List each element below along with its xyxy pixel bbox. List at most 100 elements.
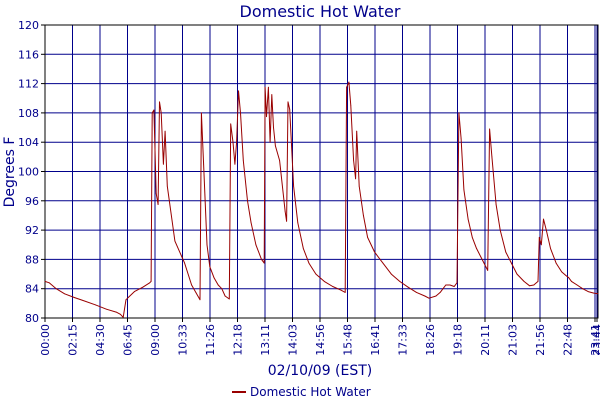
data-point xyxy=(491,156,493,158)
y-tick-label: 108 xyxy=(18,107,39,120)
data-point xyxy=(230,123,232,125)
data-point xyxy=(416,292,417,293)
x-tick-label: 04:30 xyxy=(94,324,107,356)
data-point xyxy=(587,291,589,292)
data-point xyxy=(540,244,542,246)
series-line xyxy=(44,81,599,318)
data-point xyxy=(134,291,135,292)
data-point xyxy=(561,271,563,273)
x-tick-label: 22:48 xyxy=(562,324,575,356)
data-point xyxy=(279,160,280,161)
data-point xyxy=(286,220,287,222)
data-point xyxy=(184,262,186,264)
data-point xyxy=(240,112,241,114)
x-axis: 00:00 02:15 04:30 06:45 09:00 10:33 11:26 12:18… xyxy=(39,318,600,356)
data-point xyxy=(206,244,208,246)
x-tick-label: 06:45 xyxy=(122,324,135,356)
data-point xyxy=(151,112,153,114)
data-point xyxy=(356,130,358,132)
data-point xyxy=(163,163,164,165)
data-point xyxy=(499,229,501,231)
data-point xyxy=(150,281,152,282)
data-point xyxy=(115,311,117,313)
data-point xyxy=(164,130,166,132)
data-point xyxy=(363,215,364,216)
data-point xyxy=(439,292,441,293)
data-point xyxy=(476,248,477,249)
y-tick-label: 116 xyxy=(18,48,39,61)
x-tick-label: 20:11 xyxy=(479,324,492,356)
data-point xyxy=(424,295,426,297)
data-point xyxy=(82,300,84,301)
data-point xyxy=(48,282,50,284)
x-tick-label: 21:56 xyxy=(534,324,547,356)
data-point xyxy=(407,286,409,288)
data-point xyxy=(201,112,202,114)
data-point xyxy=(287,101,289,103)
data-point xyxy=(273,127,274,128)
data-point xyxy=(435,295,437,297)
data-point xyxy=(94,304,96,306)
data-point xyxy=(275,145,276,147)
data-point xyxy=(529,285,530,287)
x-tick-label: 10:33 xyxy=(177,324,190,356)
legend-label: Domestic Hot Water xyxy=(250,385,371,399)
data-point xyxy=(550,248,551,249)
data-point xyxy=(160,112,162,114)
data-point xyxy=(149,282,151,284)
y-axis-label: Degrees F xyxy=(2,137,18,208)
x-axis-label: 02/10/09 (EST) xyxy=(268,363,373,379)
data-point xyxy=(458,112,460,114)
chart-title: Domestic Hot Water xyxy=(240,2,401,21)
y-tick-label: 88 xyxy=(25,253,39,266)
y-tick-label: 84 xyxy=(25,283,39,296)
data-point xyxy=(73,297,75,298)
data-point xyxy=(367,237,368,238)
x-tick-label: 11:26 xyxy=(204,324,217,356)
y-axis: 80 84 88 92 96 100 104 108 112 116 120 xyxy=(18,19,45,325)
x-tick-label: 13:11 xyxy=(259,324,272,356)
data-point xyxy=(284,211,286,213)
data-point xyxy=(297,222,299,224)
data-point xyxy=(332,286,334,287)
data-point xyxy=(516,273,518,275)
data-point xyxy=(302,248,304,249)
data-point xyxy=(247,200,248,202)
data-point xyxy=(445,284,447,286)
data-point xyxy=(463,189,465,191)
data-point xyxy=(159,101,160,103)
data-point xyxy=(344,292,346,293)
x-tick-label: 16:41 xyxy=(369,324,382,356)
data-point xyxy=(537,281,539,282)
data-point xyxy=(224,295,226,297)
data-point xyxy=(353,160,354,161)
data-point xyxy=(157,204,159,205)
data-point xyxy=(266,116,267,117)
data-point xyxy=(315,273,317,275)
x-tick-label: 09:00 xyxy=(149,324,162,356)
data-point xyxy=(242,160,244,161)
data-point xyxy=(264,86,266,88)
y-tick-label: 112 xyxy=(18,78,39,91)
data-point xyxy=(125,299,127,301)
data-point xyxy=(255,244,257,246)
data-point xyxy=(481,259,483,260)
data-point xyxy=(166,185,168,187)
data-point xyxy=(217,284,219,286)
data-point xyxy=(340,289,342,291)
data-point xyxy=(571,281,572,282)
y-tick-label: 92 xyxy=(25,224,39,237)
data-point xyxy=(261,259,262,260)
data-point xyxy=(456,282,458,284)
y-tick-label: 100 xyxy=(18,166,39,179)
data-point xyxy=(355,178,356,180)
data-point xyxy=(234,163,236,165)
data-point xyxy=(289,108,291,110)
data-point xyxy=(191,284,193,286)
data-point xyxy=(358,185,360,187)
data-point xyxy=(453,286,455,287)
data-point xyxy=(221,288,223,290)
data-point xyxy=(323,281,325,282)
